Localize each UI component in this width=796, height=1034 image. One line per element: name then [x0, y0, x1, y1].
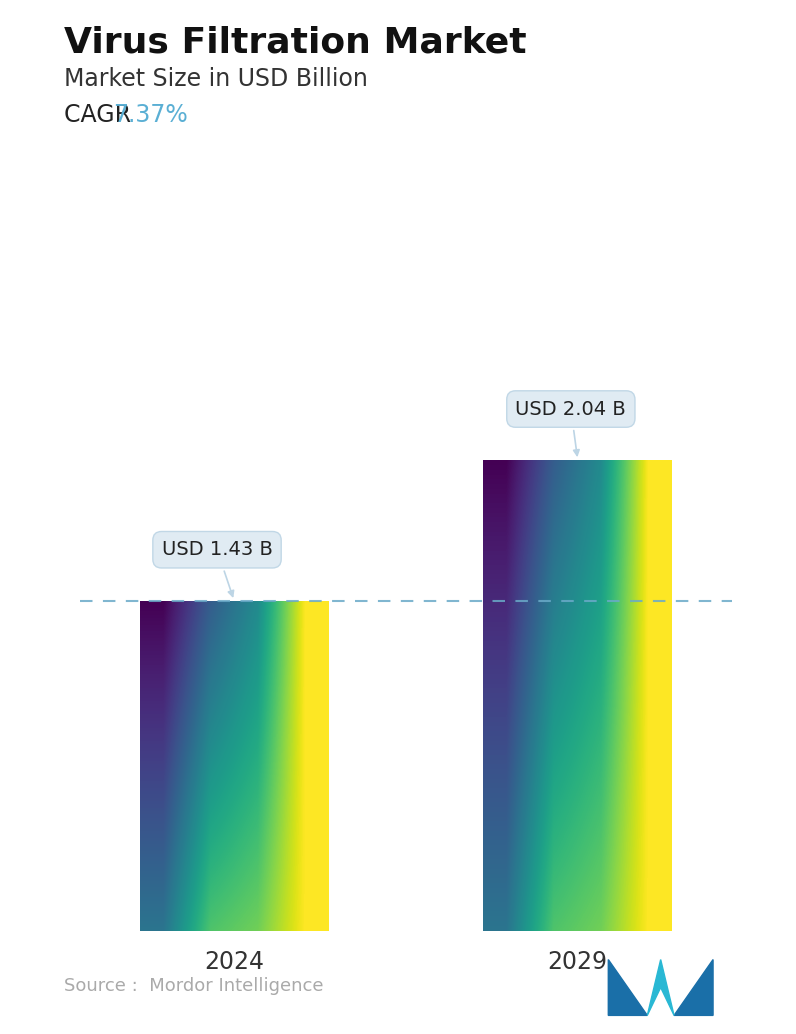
Text: USD 2.04 B: USD 2.04 B — [516, 399, 626, 455]
Text: Market Size in USD Billion: Market Size in USD Billion — [64, 67, 368, 91]
Text: USD 1.43 B: USD 1.43 B — [162, 540, 272, 597]
Polygon shape — [674, 960, 713, 1015]
Text: Virus Filtration Market: Virus Filtration Market — [64, 26, 526, 60]
Text: CAGR: CAGR — [64, 103, 139, 127]
Text: 7.37%: 7.37% — [113, 103, 188, 127]
Polygon shape — [647, 960, 674, 1015]
Text: Source :  Mordor Intelligence: Source : Mordor Intelligence — [64, 977, 323, 995]
Polygon shape — [608, 960, 647, 1015]
